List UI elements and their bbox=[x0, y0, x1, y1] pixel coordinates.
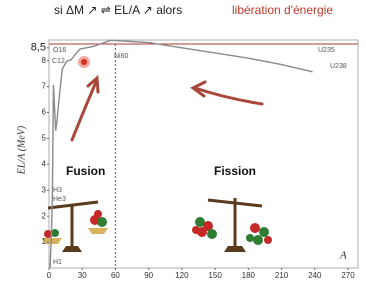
region-label: Fission bbox=[214, 164, 256, 178]
fusion-arrow bbox=[72, 82, 96, 140]
y-tick-label: 6 bbox=[42, 108, 47, 117]
nuclide-label: He3 bbox=[53, 196, 66, 203]
nuclide-label: U238 bbox=[330, 63, 347, 70]
nuclide-label: H3 bbox=[53, 187, 62, 194]
x-tick-label: 60 bbox=[111, 271, 120, 280]
highlight-dot-core bbox=[81, 59, 87, 65]
nuclide-label: U235 bbox=[318, 47, 335, 54]
page: {"chart_data": { "type": "line", "title"… bbox=[0, 0, 366, 282]
y-tick-label: 7 bbox=[42, 82, 47, 91]
y-axis-label: EL/A (MeV) bbox=[16, 125, 27, 175]
fission-balance bbox=[192, 198, 272, 252]
y-tick-label: 1 bbox=[42, 237, 47, 246]
region-label: Fusion bbox=[66, 164, 105, 178]
chart-title-highlight: libération d'énergie bbox=[232, 3, 333, 17]
y-tick-label: 2 bbox=[42, 211, 47, 220]
x-tick-label: 120 bbox=[175, 271, 189, 280]
nuclide-label: O16 bbox=[53, 47, 66, 54]
nuclide-label: Ni60 bbox=[114, 53, 129, 60]
y-tick-label: 8 bbox=[42, 56, 47, 65]
arrows bbox=[72, 78, 262, 140]
x-tick-label: 150 bbox=[208, 271, 222, 280]
x-tick-label: 180 bbox=[242, 271, 256, 280]
y-tick-label: 8,5 bbox=[31, 42, 46, 54]
y-tick-label: 3 bbox=[42, 185, 47, 194]
x-tick-label: 30 bbox=[78, 271, 87, 280]
x-tick-label: 270 bbox=[341, 271, 355, 280]
nuclide-label: C12 bbox=[52, 58, 65, 65]
x-tick-label: 0 bbox=[47, 271, 52, 280]
x-tick-label: 210 bbox=[275, 271, 289, 280]
curve bbox=[50, 40, 312, 268]
x-tick-label: 90 bbox=[144, 271, 153, 280]
x-axis-label: A bbox=[339, 250, 347, 262]
x-tick-label: 240 bbox=[308, 271, 322, 280]
chart-title: si ΔM ↗ ⇌ EL/A ↗ alors bbox=[54, 3, 182, 17]
chart: si ΔM ↗ ⇌ EL/A ↗ alors libération d'éner… bbox=[0, 0, 366, 282]
nuclide-label: H1 bbox=[53, 259, 62, 266]
y-tick-label: 4 bbox=[42, 159, 47, 168]
y-tick-label: 5 bbox=[42, 134, 47, 143]
